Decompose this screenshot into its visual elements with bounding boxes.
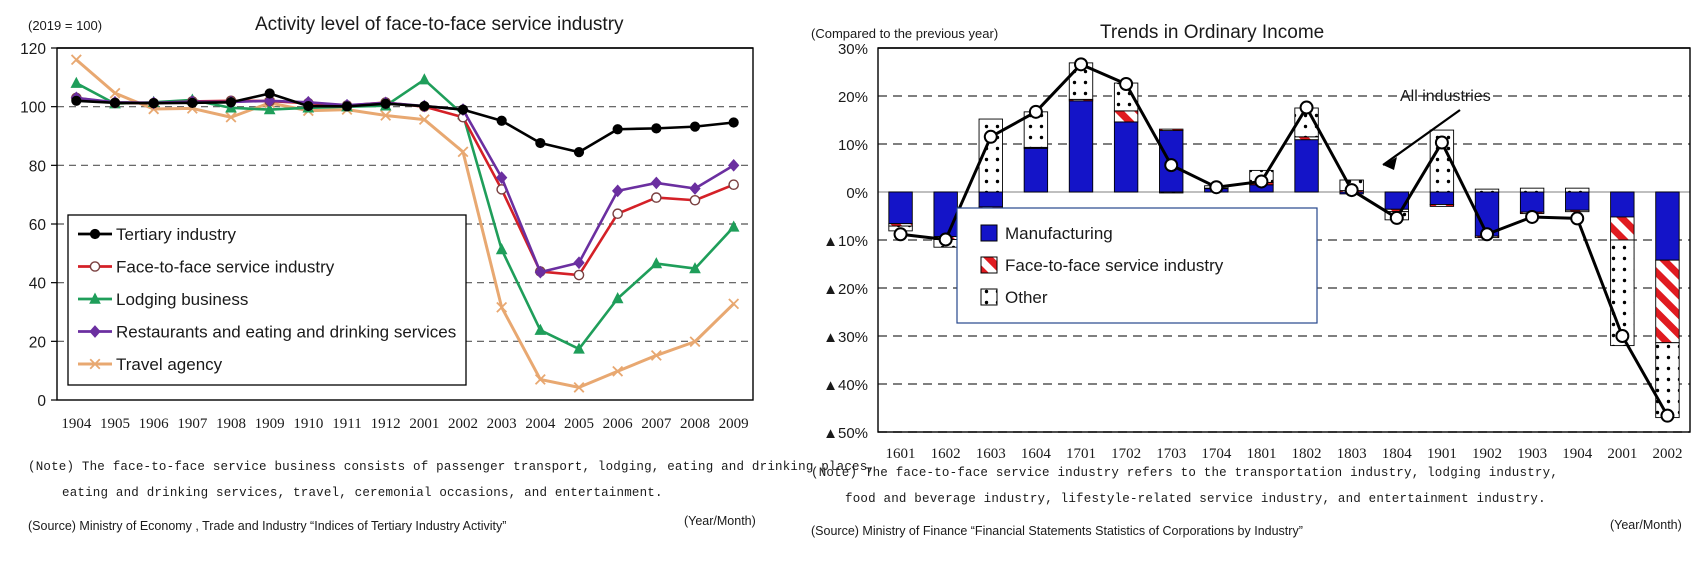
left-legend-item: Tertiary industry (78, 225, 236, 244)
left-y-tick-label: 80 (29, 158, 47, 175)
left-y-tick-label: 20 (29, 334, 47, 351)
right-x-tick-label: 1601 (886, 446, 916, 462)
left-x-tick-label: 1906 (139, 416, 170, 432)
right-y-tick-label: 20% (838, 89, 868, 106)
left-x-tick-label: 1910 (293, 416, 323, 432)
right-x-tick-label: 1903 (1517, 446, 1547, 462)
right-bar-group (1610, 191, 1635, 347)
left-chart-panel: (2019 = 100) Activity level of face-to-f… (0, 0, 875, 572)
right-bar-group (1565, 187, 1590, 213)
left-x-tick-label: 2009 (719, 416, 749, 432)
right-legend: Manufacturing Face-to-face service indust… (956, 207, 1318, 324)
left-series-0 (71, 88, 739, 158)
right-x-tick-label: 1801 (1246, 446, 1276, 462)
right-chart-panel: (Compared to the previous year) Trends i… (805, 0, 1704, 572)
left-legend-label: Travel agency (116, 355, 223, 374)
left-x-tick-label: 2005 (564, 416, 594, 432)
right-bar-group (1023, 111, 1049, 193)
right-x-tick-label: 1902 (1472, 446, 1502, 462)
right-y-tick-label: 0% (846, 185, 868, 202)
left-x-tick-label: 2002 (448, 416, 478, 432)
right-bar-group (1068, 62, 1094, 193)
right-y-tick-label: 30% (838, 41, 868, 58)
right-y-tick-label: ▲20% (823, 281, 868, 298)
right-x-tick-label: 2001 (1607, 446, 1637, 462)
right-y-tick-label: ▲10% (823, 233, 868, 250)
right-chart-plot: 30% 20% 10% 0% ▲10% ▲20% ▲30% ▲40% ▲50% 1601 1602 1… (823, 41, 1691, 462)
right-x-tick-label: 1603 (976, 446, 1006, 462)
left-x-tick-label: 1911 (332, 416, 361, 432)
left-note-line-2: eating and drinking services, travel, ce… (62, 486, 663, 500)
right-annotation-all-industries: All industries (1382, 88, 1491, 170)
right-x-tick-label: 1804 (1382, 446, 1413, 462)
left-x-tick-label: 2003 (487, 416, 517, 432)
left-legend: Tertiary industry Face-to-face service in… (67, 214, 467, 386)
left-chart-plot: 0 20 40 60 80 100 120 1904 1905 1906 1907 1908 1909 1… (20, 41, 754, 432)
left-note-line-1: (Note) The face-to-face service business… (28, 460, 876, 474)
right-line-series-all-industries (893, 57, 1675, 423)
left-unit-note: (2019 = 100) (28, 18, 103, 33)
left-y-tick-label: 120 (20, 41, 46, 58)
left-y-tick-label: 100 (20, 100, 46, 117)
right-x-tick-label: 1604 (1021, 446, 1052, 462)
right-x-tick-label: 1704 (1201, 446, 1232, 462)
right-bar-group (1519, 187, 1545, 215)
right-y-tick-label: 10% (838, 137, 868, 154)
left-x-tick-label: 1905 (100, 416, 130, 432)
left-legend-item: Restaurants and eating and drinking serv… (78, 323, 456, 342)
right-legend-item: Face-to-face service industry (980, 256, 1224, 275)
right-year-month-label: (Year/Month) (1610, 518, 1682, 532)
left-year-month-label: (Year/Month) (684, 514, 756, 528)
right-legend-item: Manufacturing (980, 224, 1113, 243)
left-y-tick-label: 40 (29, 276, 47, 293)
left-legend-item: Travel agency (78, 355, 223, 374)
left-legend-item: Face-to-face service industry (78, 258, 335, 277)
right-x-tick-label: 1701 (1066, 446, 1096, 462)
right-y-tick-label: ▲40% (823, 377, 868, 394)
left-x-tick-label: 2007 (641, 416, 672, 432)
left-x-tick-label: 2006 (603, 416, 634, 432)
left-x-tick-label: 2001 (409, 416, 439, 432)
left-x-tick-label: 1907 (177, 416, 208, 432)
left-legend-label: Lodging business (116, 290, 248, 309)
right-x-tick-label: 2002 (1652, 446, 1682, 462)
right-x-tick-label: 1904 (1562, 446, 1593, 462)
left-legend-label: Restaurants and eating and drinking serv… (116, 323, 456, 342)
left-y-tick-label: 0 (37, 393, 46, 410)
right-note-line-2: food and beverage industry, lifestyle-re… (845, 492, 1546, 506)
left-source: (Source) Ministry of Economy , Trade and… (28, 519, 507, 533)
right-x-tick-label: 1802 (1292, 446, 1322, 462)
left-x-tick-label: 2004 (525, 416, 556, 432)
left-x-tick-label: 1912 (371, 416, 401, 432)
left-legend-item: Lodging business (78, 290, 248, 309)
left-chart-title: Activity level of face-to-face service i… (255, 14, 624, 35)
right-x-tick-label: 1901 (1427, 446, 1457, 462)
left-legend-label: Face-to-face service industry (116, 258, 335, 277)
right-y-tick-label: ▲50% (823, 425, 868, 442)
right-x-tick-label: 1703 (1156, 446, 1186, 462)
left-x-tick-label: 1908 (216, 416, 246, 432)
left-legend-label: Tertiary industry (116, 225, 236, 244)
right-bar-group (888, 191, 913, 232)
left-x-tick-label: 2008 (680, 416, 710, 432)
right-legend-label: Face-to-face service industry (1005, 256, 1224, 275)
right-y-tick-label: ▲30% (823, 329, 868, 346)
right-x-tick-label: 1803 (1337, 446, 1367, 462)
right-x-tick-label: 1602 (931, 446, 961, 462)
right-bar-group (1655, 191, 1680, 419)
left-x-tick-label: 1904 (61, 416, 92, 432)
right-legend-label: Manufacturing (1005, 224, 1113, 243)
right-unit-note: (Compared to the previous year) (811, 26, 999, 41)
left-x-tick-label: 1909 (255, 416, 285, 432)
right-bar-group (1113, 82, 1139, 193)
right-annotation-label: All industries (1400, 88, 1491, 105)
right-chart-title: Trends in Ordinary Income (1100, 22, 1325, 43)
right-note-line-1: (Note) The face-to-face service industry… (811, 466, 1559, 480)
right-legend-item: Other (980, 288, 1048, 307)
left-y-tick-label: 60 (29, 217, 47, 234)
right-legend-label: Other (1005, 288, 1048, 307)
right-x-tick-label: 1702 (1111, 446, 1141, 462)
right-source: (Source) Ministry of Finance “Financial … (811, 524, 1303, 538)
